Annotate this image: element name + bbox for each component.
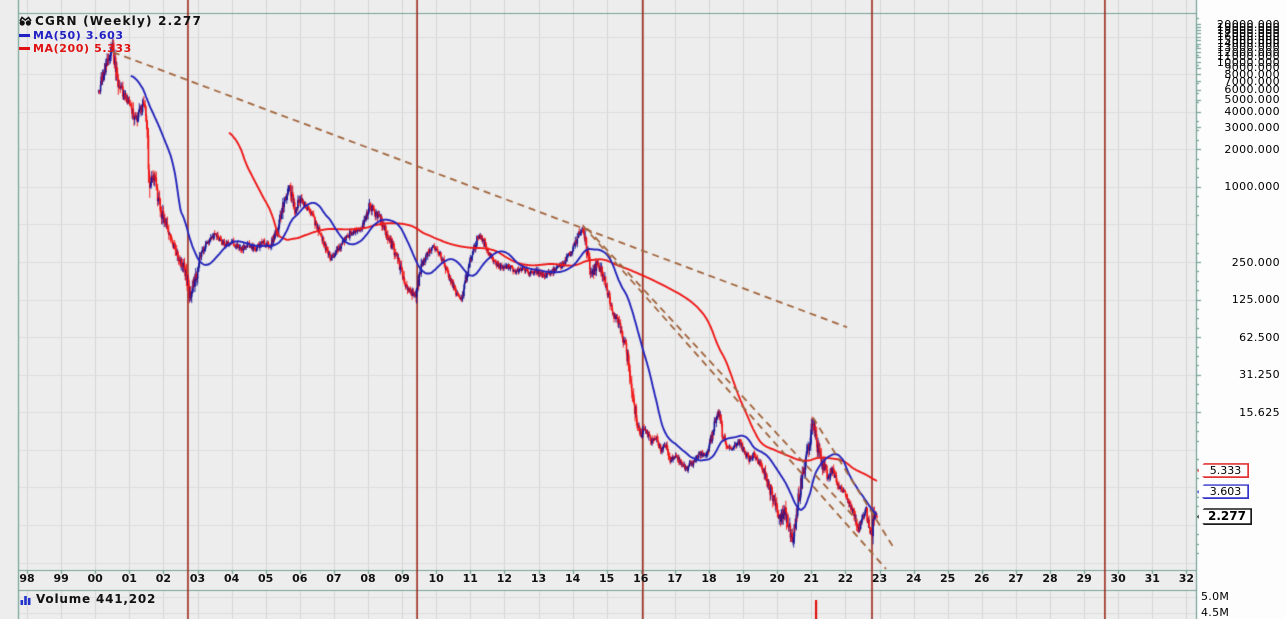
page-title: CGRN (Weekly) 2.277 bbox=[35, 14, 203, 28]
ma200-price-tag: 5.333 bbox=[1197, 463, 1249, 479]
volume-icon bbox=[20, 596, 31, 605]
ma50-price-tag: 3.603 bbox=[1197, 484, 1249, 500]
volume-label: Volume 441,202 bbox=[36, 592, 157, 606]
ma50-line-swatch bbox=[19, 34, 30, 37]
symbol-title-row: CGRN (Weekly) 2.277 bbox=[19, 13, 202, 29]
chart-icon bbox=[19, 15, 32, 26]
ma200-line-swatch bbox=[19, 47, 30, 50]
volume-legend: Volume 441,202 bbox=[20, 592, 156, 606]
last-price-tag: 2.277 bbox=[1197, 508, 1252, 526]
chart-legend: CGRN (Weekly) 2.277 MA(50) 3.603 MA(200)… bbox=[19, 13, 202, 55]
ma200-legend: MA(200) 5.333 bbox=[19, 42, 202, 55]
ma50-legend: MA(50) 3.603 bbox=[19, 29, 202, 42]
ma50-label: MA(50) 3.603 bbox=[33, 29, 124, 42]
ma200-label: MA(200) 5.333 bbox=[33, 42, 132, 55]
